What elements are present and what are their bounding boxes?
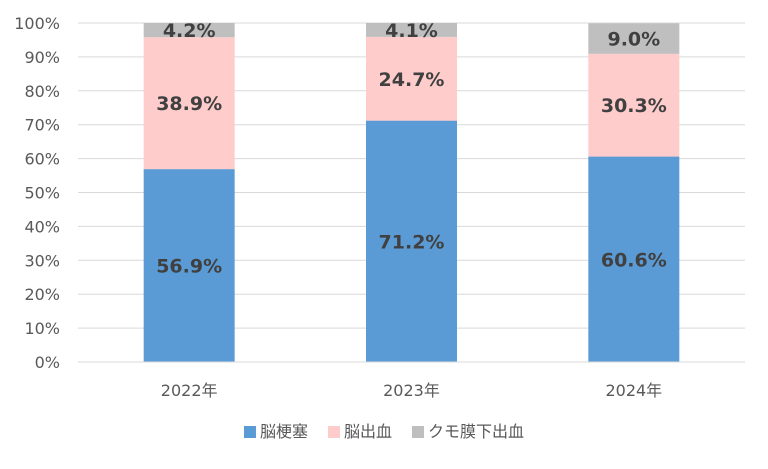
y-tick-label: 100% <box>14 14 60 33</box>
axes: 0% 10% 20% 30% 40% 50% 60% 70% 80% 90% 100% 2022年 20… <box>14 14 745 400</box>
data-label: 71.2% <box>379 231 445 253</box>
bar-segment <box>143 37 235 170</box>
legend-label: 脳出血 <box>344 422 392 441</box>
legend-item: 脳出血 <box>327 422 392 441</box>
bar-segment <box>588 23 680 54</box>
y-tick-label: 10% <box>24 319 60 338</box>
bars <box>143 23 680 363</box>
bar-segment <box>366 120 457 363</box>
bar-segment <box>366 36 457 121</box>
data-label: 30.3% <box>601 95 667 117</box>
y-tick-label: 70% <box>24 116 60 135</box>
data-label: 4.1% <box>385 20 438 42</box>
bar-segment <box>588 53 680 157</box>
bar-segment <box>143 23 235 38</box>
y-tick-label: 20% <box>24 285 60 304</box>
legend-label: 脳梗塞 <box>260 422 308 441</box>
y-tick-label: 90% <box>24 48 60 67</box>
legend-label: クモ膜下出血 <box>428 422 524 441</box>
data-label: 9.0% <box>607 29 660 51</box>
data-label: 4.2% <box>163 20 216 42</box>
x-tick-label: 2023年 <box>383 381 440 400</box>
y-tick-label: 80% <box>24 82 60 101</box>
data-labels: 56.9% 38.9% 4.2% 71.2% 24.7% 4.1% 60.6% 30.3% 9.… <box>156 20 667 278</box>
data-label: 38.9% <box>156 93 222 115</box>
y-tick-label: 0% <box>35 353 60 372</box>
legend-swatch <box>412 426 425 438</box>
legend: 脳梗塞 脳出血 クモ膜下出血 <box>243 422 524 441</box>
bar-segment <box>143 169 235 362</box>
legend-item: クモ膜下出血 <box>412 422 524 441</box>
y-tick-label: 30% <box>24 251 60 270</box>
x-tick-label: 2022年 <box>161 381 218 400</box>
y-tick-label: 40% <box>24 217 60 236</box>
y-tick-label: 50% <box>24 184 60 203</box>
legend-swatch <box>243 426 256 438</box>
data-label: 56.9% <box>156 256 222 278</box>
legend-item: 脳梗塞 <box>243 422 308 441</box>
data-label: 60.6% <box>601 249 667 271</box>
data-label: 24.7% <box>379 69 445 91</box>
bar-segment <box>588 156 680 362</box>
bar-segment <box>366 23 457 37</box>
x-tick-label: 2024年 <box>605 381 662 400</box>
legend-swatch <box>327 426 340 438</box>
y-tick-label: 60% <box>24 150 60 169</box>
